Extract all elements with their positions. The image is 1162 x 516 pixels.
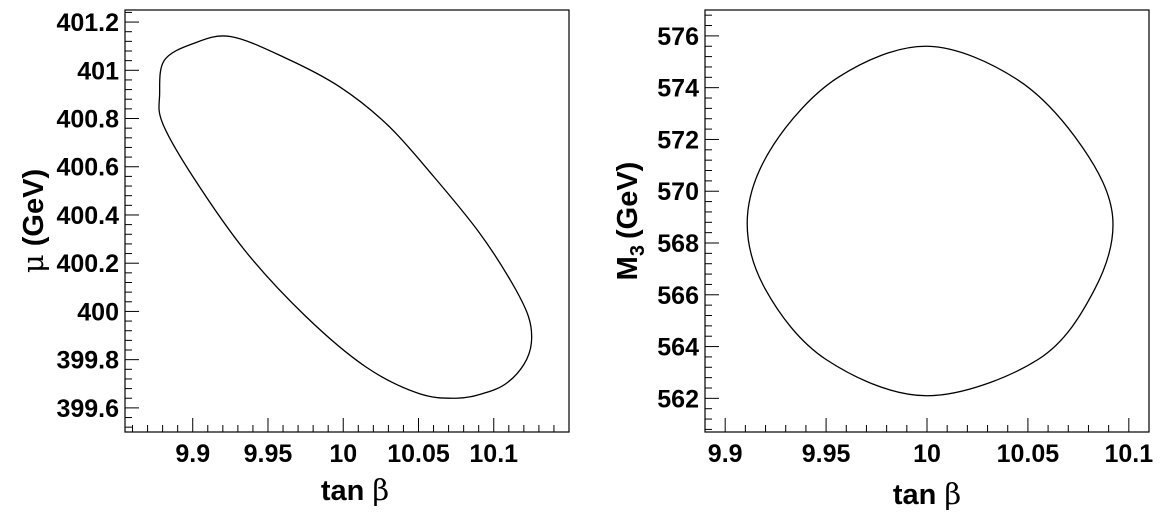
x-tick-label: 9.9	[175, 440, 210, 468]
x-tick-label: 10.1	[1104, 440, 1153, 468]
y-tick-label: 399.6	[56, 395, 119, 423]
x-axis-title: tan β	[321, 473, 389, 507]
y-axis-title: μ(GeV)	[16, 169, 50, 273]
y-tick-label: 401.2	[56, 9, 119, 37]
contour-line	[158, 35, 533, 399]
y-tick-label: 576	[657, 23, 699, 51]
y-tick-label: 562	[657, 385, 699, 413]
y-tick-label: 564	[657, 334, 699, 362]
x-tick-label: 10	[329, 440, 357, 468]
y-tick-label: 399.8	[56, 347, 119, 375]
x-tick-labels: 9.9 9.95 10 10.05 10.1	[175, 440, 518, 468]
x-tick-label: 10.05	[387, 440, 450, 468]
axis-ticks	[125, 11, 570, 432]
contour-line	[746, 45, 1114, 397]
mu-vs-tanbeta-panel: 399.6 399.8 400 400.2 400.4 400.6 400.8 401 401.…	[16, 9, 570, 507]
x-tick-label: 10	[913, 440, 941, 468]
x-tick-label: 10.05	[997, 440, 1060, 468]
m3-vs-tanbeta-panel: 562 564 566 568 570 572 574 576 9.9 9.95 10 10.05 1…	[612, 9, 1153, 511]
y-tick-label: 400.8	[56, 106, 119, 134]
x-tick-labels: 9.9 9.95 10 10.05 10.1	[708, 440, 1153, 468]
y-tick-label: 400.6	[56, 154, 119, 182]
y-tick-label: 400.2	[56, 250, 119, 278]
y-tick-label: 570	[657, 178, 699, 206]
x-tick-label: 10.1	[469, 440, 518, 468]
x-tick-label: 9.95	[802, 440, 851, 468]
y-tick-label: 574	[657, 75, 699, 103]
plot-frame	[704, 9, 1150, 433]
y-tick-label: 400.4	[56, 202, 119, 230]
plot-frame	[124, 9, 570, 433]
y-axis-title: M3(GeV)	[612, 162, 649, 281]
y-tick-label: 400	[77, 298, 119, 326]
x-tick-label: 9.9	[708, 440, 743, 468]
y-tick-label: 572	[657, 126, 699, 154]
y-tick-labels: 562 564 566 568 570 572 574 576	[657, 23, 699, 413]
y-tick-label: 401	[77, 57, 119, 85]
y-tick-label: 568	[657, 230, 699, 258]
x-tick-label: 9.95	[244, 440, 293, 468]
y-tick-label: 566	[657, 282, 699, 310]
y-tick-labels: 399.6 399.8 400 400.2 400.4 400.6 400.8 401 401.…	[56, 9, 119, 423]
axis-ticks	[704, 14, 1150, 432]
x-axis-title: tan β	[893, 477, 961, 511]
